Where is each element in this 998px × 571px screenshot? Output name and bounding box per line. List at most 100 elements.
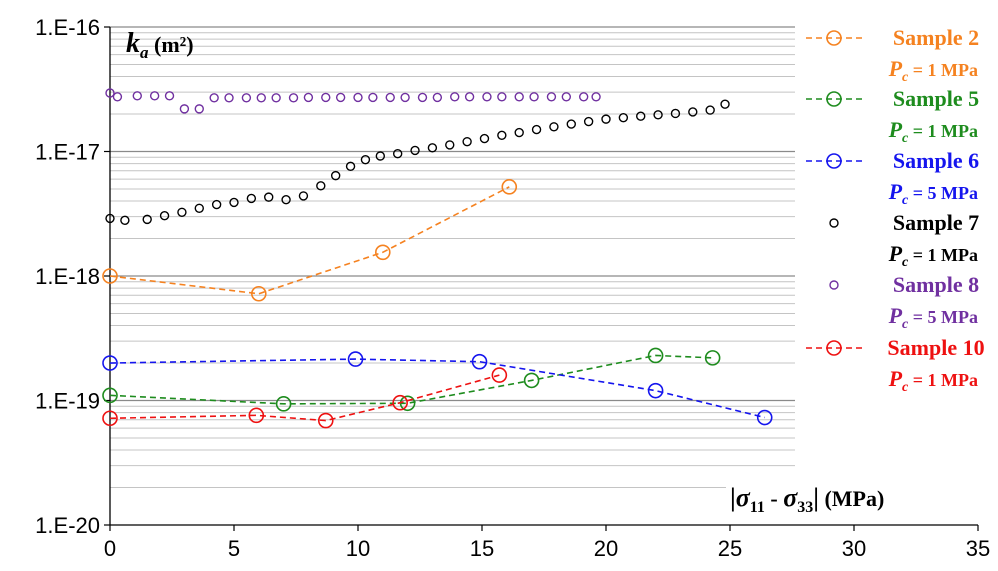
data-point <box>317 412 334 429</box>
data-point <box>618 112 629 123</box>
series-sample-10 <box>102 367 508 429</box>
data-point <box>491 367 508 383</box>
series-sample-5 <box>102 347 721 412</box>
data-point <box>653 110 663 120</box>
x-tick-label: 5 <box>228 536 240 561</box>
x-tick-label: 15 <box>470 536 494 561</box>
data-point <box>112 92 123 102</box>
legend-label: Sample 6 <box>893 148 979 173</box>
data-point <box>529 92 539 102</box>
legend-pc-subscript: c <box>902 70 909 85</box>
data-point <box>194 203 204 213</box>
x-label-unit: (MPa) <box>819 486 884 511</box>
data-point <box>229 197 239 208</box>
legend-pc-label: Pc = 1 MPa <box>888 241 978 270</box>
legend-label: Sample 2 <box>893 25 979 50</box>
legend-pc-subscript: c <box>902 317 909 332</box>
legend-pc-value: = 5 MPa <box>908 307 978 327</box>
x-tick-label: 35 <box>966 536 990 561</box>
legend-marker <box>829 280 839 290</box>
y-tick-label: 1.E-20 <box>35 513 100 538</box>
tick-labels: 0 5 10 15 20 25 30 35 1.E-20 1.E-19 1.E-18 1.E-17 1.… <box>35 15 990 561</box>
y-label-unit: (m²) <box>149 32 194 57</box>
data-point <box>756 409 773 426</box>
data-point <box>482 92 492 102</box>
data-point <box>248 407 265 424</box>
data-point <box>102 410 118 427</box>
data-point <box>179 104 190 114</box>
data-point <box>385 92 395 103</box>
legend-pc-symbol: P <box>888 303 903 328</box>
data-point <box>471 353 488 370</box>
legend-pc-symbol: P <box>888 179 903 204</box>
data-point <box>105 213 115 224</box>
data-point <box>670 108 681 119</box>
data-point <box>514 127 524 138</box>
legend-label: Sample 8 <box>893 272 979 297</box>
data-point <box>353 92 363 103</box>
data-point <box>241 93 252 103</box>
data-point <box>194 104 204 114</box>
series-line <box>109 358 765 419</box>
x-tick-label: 30 <box>842 536 866 561</box>
y-label-subscript: a <box>140 43 149 62</box>
data-point <box>566 119 576 129</box>
x-label-backdrop <box>726 474 964 524</box>
series-line <box>109 186 510 295</box>
data-point <box>410 145 420 156</box>
legend-pc-label: Pc = 1 MPa <box>888 366 978 395</box>
x-label-sigma-2-sub: 33 <box>797 499 813 516</box>
data-point <box>164 91 175 101</box>
legend-pc-symbol: P <box>888 117 903 142</box>
legend-pc-subscript: c <box>902 131 909 146</box>
data-point <box>281 195 291 205</box>
data-point <box>246 193 257 204</box>
data-point <box>275 396 292 412</box>
data-point <box>142 214 152 225</box>
data-point <box>514 92 524 102</box>
data-point <box>479 133 490 144</box>
y-axis-label: ka (m²) <box>126 28 194 62</box>
data-point <box>288 93 299 103</box>
legend-pc-label: Pc = 5 MPa <box>888 303 978 332</box>
data-point <box>688 107 698 117</box>
data-point <box>368 92 378 103</box>
x-label-bar-right: | <box>813 483 819 512</box>
data-point <box>224 93 234 103</box>
series-sample-2 <box>102 179 518 302</box>
data-point <box>647 347 664 364</box>
y-tick-label: 1.E-16 <box>35 15 100 40</box>
data-point <box>102 268 118 284</box>
data-point <box>705 105 715 115</box>
legend-item-sample-2: Sample 2 Pc = 1 MPa <box>806 25 979 85</box>
x-tick-label: 0 <box>104 536 116 561</box>
data-point <box>720 99 730 109</box>
data-point <box>374 244 391 261</box>
data-point <box>591 92 601 102</box>
series-sample-6 <box>102 351 773 426</box>
legend-marker <box>826 153 842 169</box>
data-point <box>546 92 557 102</box>
legend-pc-label: Pc = 5 MPa <box>888 179 978 208</box>
legend-pc-subscript: c <box>902 255 909 270</box>
data-point <box>375 151 386 161</box>
data-point <box>159 211 170 221</box>
legend-label: Sample 10 <box>887 335 984 360</box>
data-point <box>321 92 331 103</box>
data-point <box>209 93 219 103</box>
data-point <box>636 111 646 121</box>
data-point <box>578 92 589 102</box>
data-point <box>400 92 410 103</box>
legend-label: Sample 7 <box>893 210 979 235</box>
series-layer <box>102 88 773 429</box>
data-point <box>464 92 475 102</box>
data-point <box>450 92 460 102</box>
legend-pc-value: = 1 MPa <box>908 60 978 80</box>
legend-marker <box>826 340 842 356</box>
data-point <box>392 149 403 159</box>
legend-marker <box>826 91 842 107</box>
data-point <box>531 124 542 135</box>
legend-marker <box>829 218 839 228</box>
legend-pc-value: = 1 MPa <box>908 370 978 390</box>
axes <box>104 26 979 531</box>
